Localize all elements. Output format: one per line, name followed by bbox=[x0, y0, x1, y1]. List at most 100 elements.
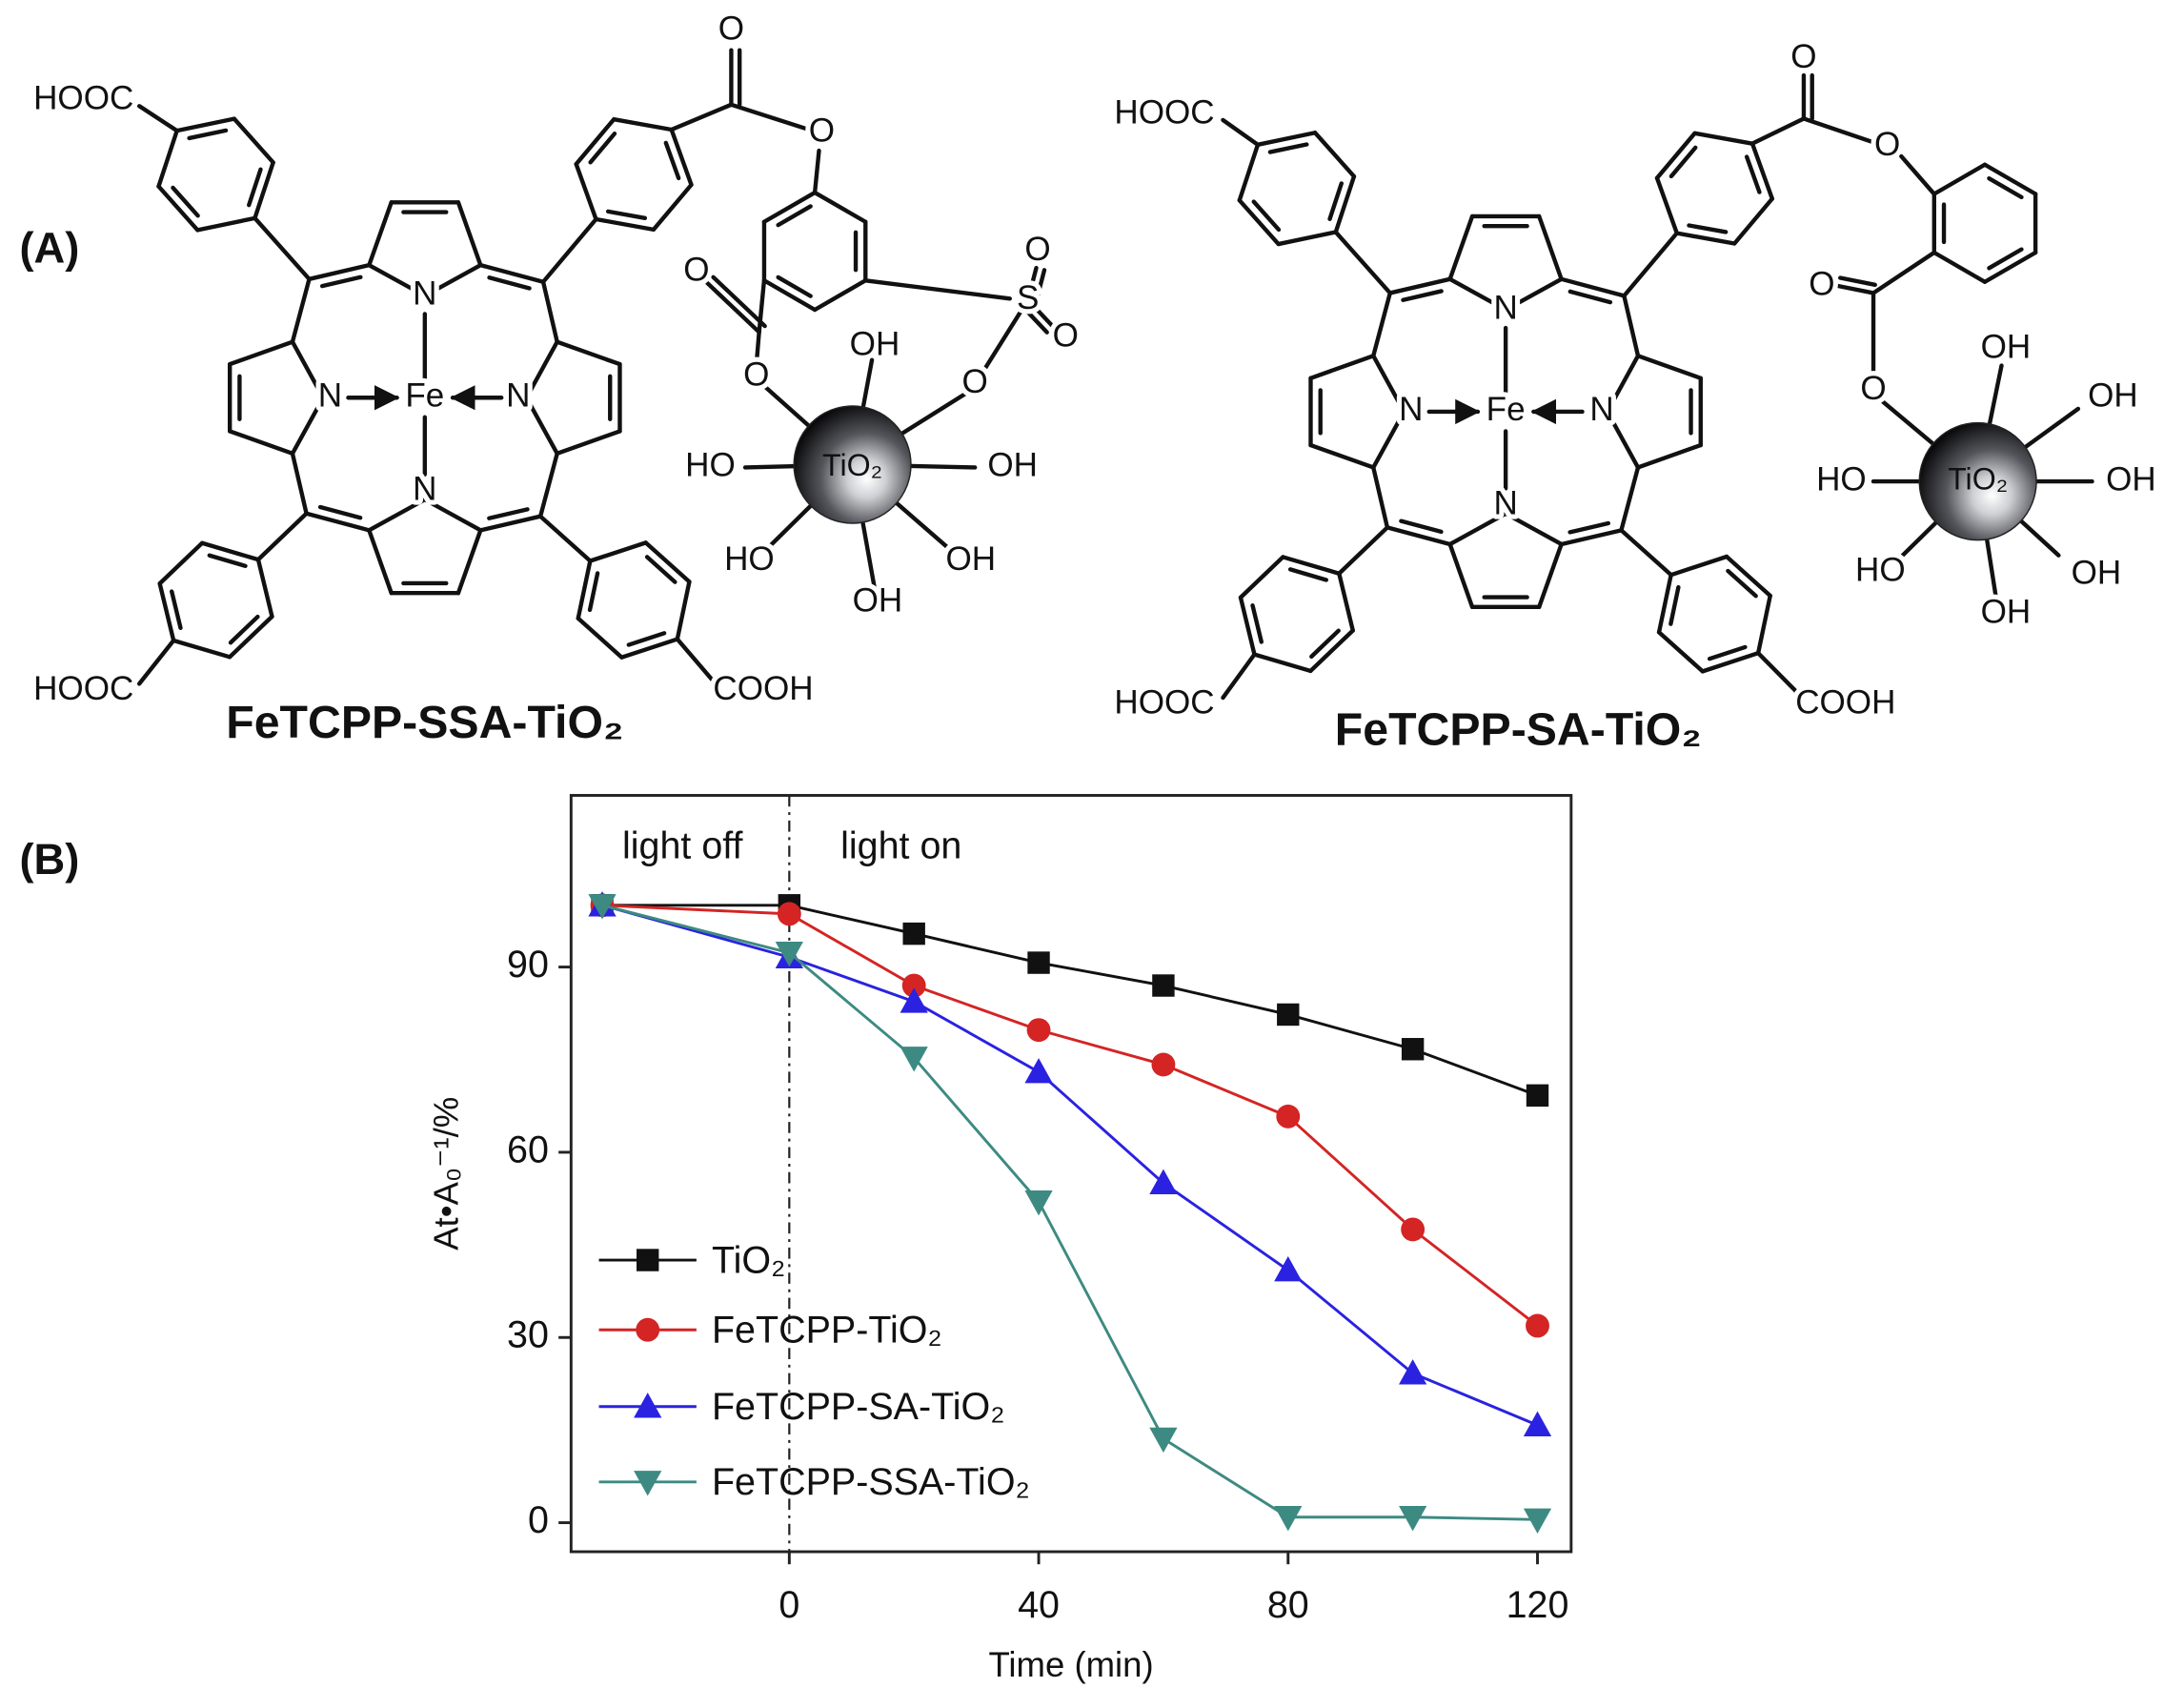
bond bbox=[1503, 511, 1564, 547]
bond bbox=[187, 128, 229, 141]
marker bbox=[1152, 974, 1175, 997]
bond bbox=[136, 638, 176, 686]
bond bbox=[1755, 651, 1802, 698]
bond bbox=[754, 330, 761, 368]
bond bbox=[1221, 117, 1261, 147]
bond bbox=[812, 190, 868, 224]
bond bbox=[574, 116, 617, 167]
plot-frame bbox=[569, 794, 1573, 1554]
atom-label: N bbox=[1493, 289, 1517, 326]
bond bbox=[367, 528, 394, 596]
legend-marker bbox=[636, 1317, 660, 1342]
marker bbox=[1024, 1058, 1053, 1084]
bond bbox=[290, 396, 326, 457]
marker bbox=[902, 922, 925, 946]
bond bbox=[1255, 131, 1318, 147]
bond bbox=[1987, 247, 2024, 271]
bond bbox=[1622, 294, 1641, 358]
bond bbox=[1034, 268, 1047, 305]
tio2-particle bbox=[793, 405, 912, 524]
atom-label: HOOC bbox=[1114, 684, 1214, 722]
bond bbox=[290, 451, 309, 516]
atom-label: O bbox=[1809, 265, 1834, 302]
bond bbox=[1337, 525, 1390, 576]
marker bbox=[1027, 951, 1050, 974]
bond bbox=[1238, 555, 1285, 600]
bond bbox=[290, 276, 312, 344]
bond bbox=[1537, 541, 1564, 610]
bond bbox=[1309, 628, 1341, 660]
series-line bbox=[601, 904, 1539, 1427]
bond bbox=[487, 275, 532, 291]
bond bbox=[1287, 567, 1329, 582]
legend-label: TiO₂ bbox=[712, 1239, 785, 1281]
bond bbox=[1537, 214, 1564, 282]
bond bbox=[1755, 593, 1772, 656]
bond bbox=[157, 540, 205, 586]
legend-label: FeTCPP-SSA-TiO₂ bbox=[712, 1461, 1030, 1503]
bond bbox=[1399, 518, 1444, 535]
bond bbox=[729, 102, 808, 131]
bond bbox=[227, 614, 274, 660]
bond bbox=[156, 128, 179, 189]
bond bbox=[1871, 250, 1936, 295]
marker bbox=[1151, 1052, 1176, 1077]
bond bbox=[1635, 442, 1703, 470]
marker bbox=[900, 1047, 928, 1072]
marker bbox=[1149, 1427, 1178, 1454]
bond bbox=[619, 637, 680, 660]
bond bbox=[651, 182, 694, 233]
atom-label: O bbox=[743, 356, 769, 394]
marker bbox=[588, 894, 617, 920]
bond bbox=[227, 429, 295, 457]
bond bbox=[1371, 409, 1406, 470]
bond bbox=[157, 581, 176, 643]
x-tick-label: 120 bbox=[1507, 1584, 1569, 1626]
marker bbox=[1276, 1104, 1301, 1128]
bond bbox=[1559, 276, 1627, 298]
bond bbox=[1744, 154, 1762, 194]
atom-label: O bbox=[1053, 317, 1079, 355]
legend-marker bbox=[634, 1393, 662, 1418]
structure-name: FeTCPP-SA-TiO₂ bbox=[1335, 703, 1702, 755]
bond bbox=[761, 190, 818, 224]
bond bbox=[253, 215, 312, 282]
bond bbox=[1724, 554, 1772, 599]
bond bbox=[1605, 354, 1641, 415]
bond bbox=[612, 116, 674, 132]
bond bbox=[227, 339, 295, 367]
atom-label: N bbox=[1399, 391, 1423, 428]
atom-label: COOH bbox=[713, 670, 813, 707]
bond bbox=[1447, 541, 1475, 610]
series-line bbox=[601, 904, 1538, 1521]
marker bbox=[775, 941, 803, 967]
atom-label: HO bbox=[724, 540, 775, 578]
bond bbox=[1371, 291, 1393, 358]
bond bbox=[594, 216, 657, 233]
bond bbox=[605, 209, 648, 221]
bond bbox=[422, 262, 483, 298]
bond bbox=[232, 116, 275, 165]
bond bbox=[1567, 520, 1611, 535]
bond bbox=[319, 274, 363, 289]
marker bbox=[1149, 1169, 1178, 1195]
bond bbox=[478, 262, 546, 284]
bond bbox=[307, 262, 372, 282]
bond bbox=[1276, 230, 1338, 247]
bond bbox=[1308, 628, 1355, 674]
atom-label: O bbox=[1860, 370, 1886, 407]
bond bbox=[1656, 630, 1705, 674]
bond bbox=[1982, 250, 2038, 284]
bond bbox=[487, 507, 530, 520]
atom-label: HO bbox=[1816, 460, 1867, 498]
bond bbox=[1559, 528, 1624, 547]
bond bbox=[1732, 196, 1775, 246]
bond bbox=[1371, 354, 1406, 415]
bond bbox=[1333, 173, 1357, 234]
bond bbox=[1605, 409, 1641, 470]
bond bbox=[1726, 568, 1758, 599]
series-line bbox=[601, 904, 1539, 1328]
bond bbox=[1801, 116, 1876, 145]
bond bbox=[537, 514, 593, 563]
